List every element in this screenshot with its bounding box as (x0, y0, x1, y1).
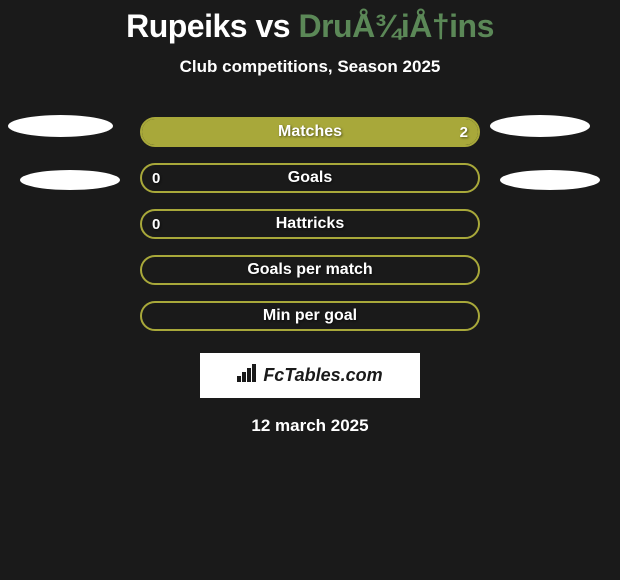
ellipse-left-2 (20, 170, 120, 190)
ellipse-right-1 (490, 115, 590, 137)
stat-bar-goals: 0 Goals (140, 163, 480, 193)
stat-label-hattricks: Hattricks (142, 215, 478, 233)
vs-text: vs (255, 8, 290, 44)
stats-area: Matches 2 0 Goals 0 Hattricks Goals per … (0, 117, 620, 436)
page-title: Rupeiks vs DruÅ¾iÅ†ins (126, 8, 494, 45)
stat-bar-mpg: Min per goal (140, 301, 480, 331)
stat-bar-hattricks: 0 Hattricks (140, 209, 480, 239)
stat-label-gpm: Goals per match (142, 261, 478, 279)
chart-icon (237, 364, 259, 387)
stat-bar-gpm: Goals per match (140, 255, 480, 285)
player1-name: Rupeiks (126, 8, 247, 44)
date-text: 12 march 2025 (251, 416, 368, 436)
watermark-badge: FcTables.com (200, 353, 420, 398)
stat-label-matches: Matches (142, 123, 478, 141)
stat-label-goals: Goals (142, 169, 478, 187)
ellipse-right-2 (500, 170, 600, 190)
ellipse-left-1 (8, 115, 113, 137)
player2-name: DruÅ¾iÅ†ins (298, 8, 493, 44)
stat-label-mpg: Min per goal (142, 307, 478, 325)
stat-value-right-matches: 2 (460, 124, 468, 141)
subtitle: Club competitions, Season 2025 (180, 57, 441, 77)
stat-bar-matches: Matches 2 (140, 117, 480, 147)
watermark-text: FcTables.com (263, 365, 382, 386)
